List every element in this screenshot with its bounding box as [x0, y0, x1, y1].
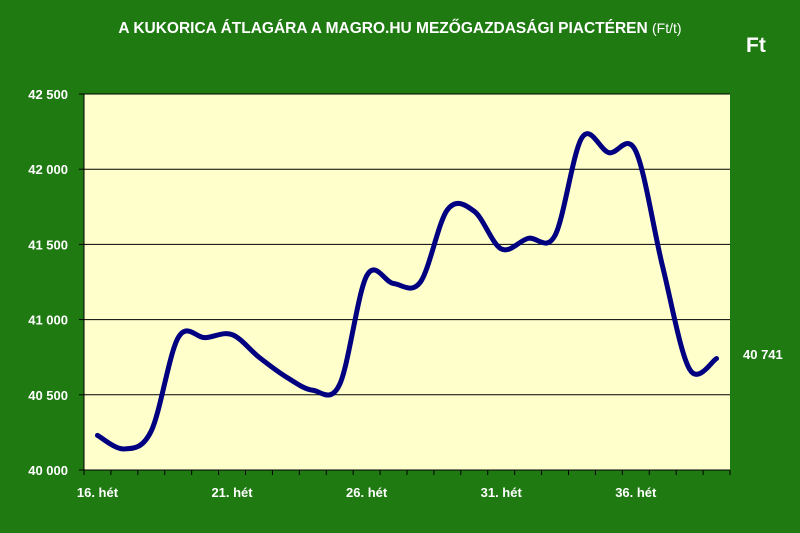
plot-area [84, 94, 730, 470]
x-tick-label: 26. hét [346, 485, 388, 500]
y-tick-label: 42 000 [28, 162, 68, 177]
price-series-line [94, 131, 720, 452]
y-axis-unit-label: Ft [746, 34, 766, 57]
y-tick-label: 41 000 [28, 313, 68, 328]
chart-title-block: A KUKORICA ÁTLAGÁRA A MAGRO.HU MEZŐGAZDA… [0, 20, 800, 38]
x-tick-label: 16. hét [77, 485, 119, 500]
chart-title: A KUKORICA ÁTLAGÁRA A MAGRO.HU MEZŐGAZDA… [118, 20, 648, 37]
x-tick-label: 31. hét [481, 485, 523, 500]
y-tick-label: 40 500 [28, 388, 68, 403]
y-tick-label: 40 000 [28, 463, 68, 478]
y-tick-label: 41 500 [28, 237, 68, 252]
x-tick-label: 36. hét [615, 485, 657, 500]
chart-title-unit: (Ft/t) [652, 20, 682, 36]
last-value-label: 40 741 [743, 347, 783, 362]
y-tick-label: 42 500 [28, 87, 68, 102]
x-tick-label: 21. hét [211, 485, 253, 500]
